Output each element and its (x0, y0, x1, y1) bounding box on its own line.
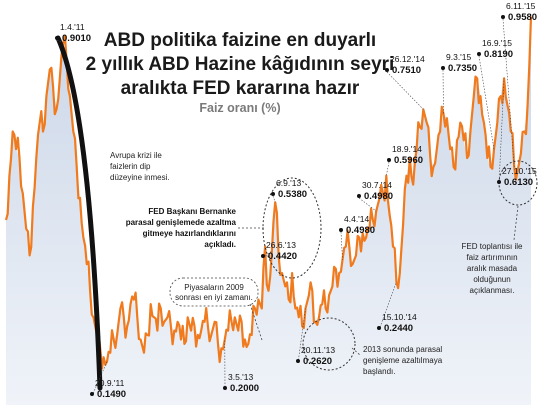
chart-title: ABD politika faizine en duyarlı 2 yıllık… (86, 30, 395, 99)
annotation-dot (271, 192, 275, 196)
annotation-dot (55, 36, 59, 40)
annotation-value: 0.6130 (504, 177, 533, 188)
annotation-date: 6.9.'13 (276, 178, 302, 188)
annotation-leader (386, 162, 389, 176)
note-fed-line-5: açıklanması. (470, 286, 515, 295)
annotation-value: 0.5380 (278, 189, 307, 200)
annotation-a11: 26.12.'140.7510 (385, 54, 425, 109)
annotation-value: 0.5960 (394, 155, 423, 166)
annotation-a5: 6.9.'130.5380 (271, 178, 307, 202)
annotation-value: 0.1490 (97, 389, 126, 400)
annotation-value: 0.9010 (62, 33, 91, 44)
annotation-dot (377, 326, 381, 330)
note-bernanke-line-1: FED Başkanı Bernanke (148, 207, 236, 216)
note-fed-line-1: FED toplantısı ile (462, 242, 523, 251)
annotation-value: 0.9580 (508, 12, 537, 23)
note-fed-line-3: aralık masada (467, 264, 518, 273)
note-europe-line-3: düzeyine inmesi. (110, 173, 170, 182)
annotation-date: 9.3.'15 (446, 52, 472, 62)
annotation-dot (296, 359, 300, 363)
annotation-dot (261, 254, 265, 258)
annotation-a12: 9.3.'150.7350 (441, 52, 477, 114)
annotation-leader (387, 72, 423, 109)
annotation-dot (223, 386, 227, 390)
annotation-dot (501, 15, 505, 19)
annotation-date: 26.12.'14 (390, 54, 425, 64)
annotation-date: 30.7.'14 (362, 180, 392, 190)
y-axis-label: Faiz oranı (%) (199, 101, 280, 115)
annotation-date: 6.11.'15 (506, 1, 536, 11)
note-taper-line-3: başlandı. (363, 367, 395, 376)
title-line-3: aralıkta FED kararına hazır (121, 78, 360, 99)
annotation-dot (497, 180, 501, 184)
note-bernanke-line-2: parasal genişlemede azaltma (126, 218, 237, 227)
annotation-value: 0.8190 (484, 49, 513, 60)
annotation-date: 20.11.'13 (301, 345, 335, 355)
note-taper-line-1: 2013 sonunda parasal (363, 345, 442, 354)
annotation-date: 1.4.'11 (60, 22, 85, 32)
annotation-value: 0.2440 (384, 323, 413, 334)
annotation-value: 0.2000 (230, 383, 259, 394)
note-bernanke: FED Başkanı Bernanke parasal genişlemede… (126, 207, 237, 249)
title-line-2: 2 yıllık ABD Hazine kâğıdının seyri (86, 54, 395, 75)
annotation-value: 0.2620 (303, 356, 332, 367)
note-europe-line-1: Avrupa krizi ile (110, 151, 162, 160)
title-line-1: ABD politika faizine en duyarlı (104, 30, 376, 51)
annotation-value: 0.4420 (268, 251, 297, 262)
annotation-date: 20.9.'11 (95, 378, 125, 388)
annotation-dot (385, 68, 389, 72)
annotation-dot (477, 52, 481, 56)
note-bernanke-line-4: açıkladı. (204, 240, 236, 249)
note-fed-line-2: faiz artırımının (466, 253, 517, 262)
note-europe: Avrupa krizi ile faizlerin dip düzeyine … (110, 151, 170, 182)
annotation-value: 0.7350 (448, 63, 477, 74)
annotation-date: 16.9.'15 (482, 38, 512, 48)
annotation-dot (339, 228, 343, 232)
annotation-dot (357, 194, 361, 198)
annotation-date: 15.10.'14 (382, 312, 417, 322)
annotation-date: 26.6.'13 (266, 240, 296, 250)
note-markets-line-1: Piyasaların 2009 (184, 283, 244, 292)
note-markets-line-2: sonrası en iyi zamanı. (175, 293, 253, 302)
note-fed-line-4: olduğunun (473, 275, 510, 284)
annotation-date: 18.9.'14 (392, 144, 422, 154)
annotation-leader (443, 70, 444, 114)
annotation-value: 0.4980 (364, 191, 393, 202)
annotation-dot (90, 392, 94, 396)
note-europe-line-2: faizlerin dip (110, 162, 151, 171)
annotation-date: 4.4.'14 (344, 214, 370, 224)
note-markets: Piyasaların 2009 sonrası en iyi zamanı. (175, 283, 253, 302)
annotation-value: 0.4980 (346, 225, 375, 236)
note-bernanke-line-3: gitmeye hazırlandıklarını (143, 229, 236, 238)
note-taper-line-2: genişleme azaltılmaya (363, 356, 443, 365)
annotation-date: 3.5.'13 (228, 372, 254, 382)
annotation-date: 27.10.'15 (502, 166, 537, 176)
annotation-dot (441, 66, 445, 70)
annotation-dot (387, 158, 391, 162)
annotation-value: 0.7510 (392, 65, 421, 76)
note-fed: FED toplantısı ile faiz artırımının aral… (462, 242, 523, 295)
